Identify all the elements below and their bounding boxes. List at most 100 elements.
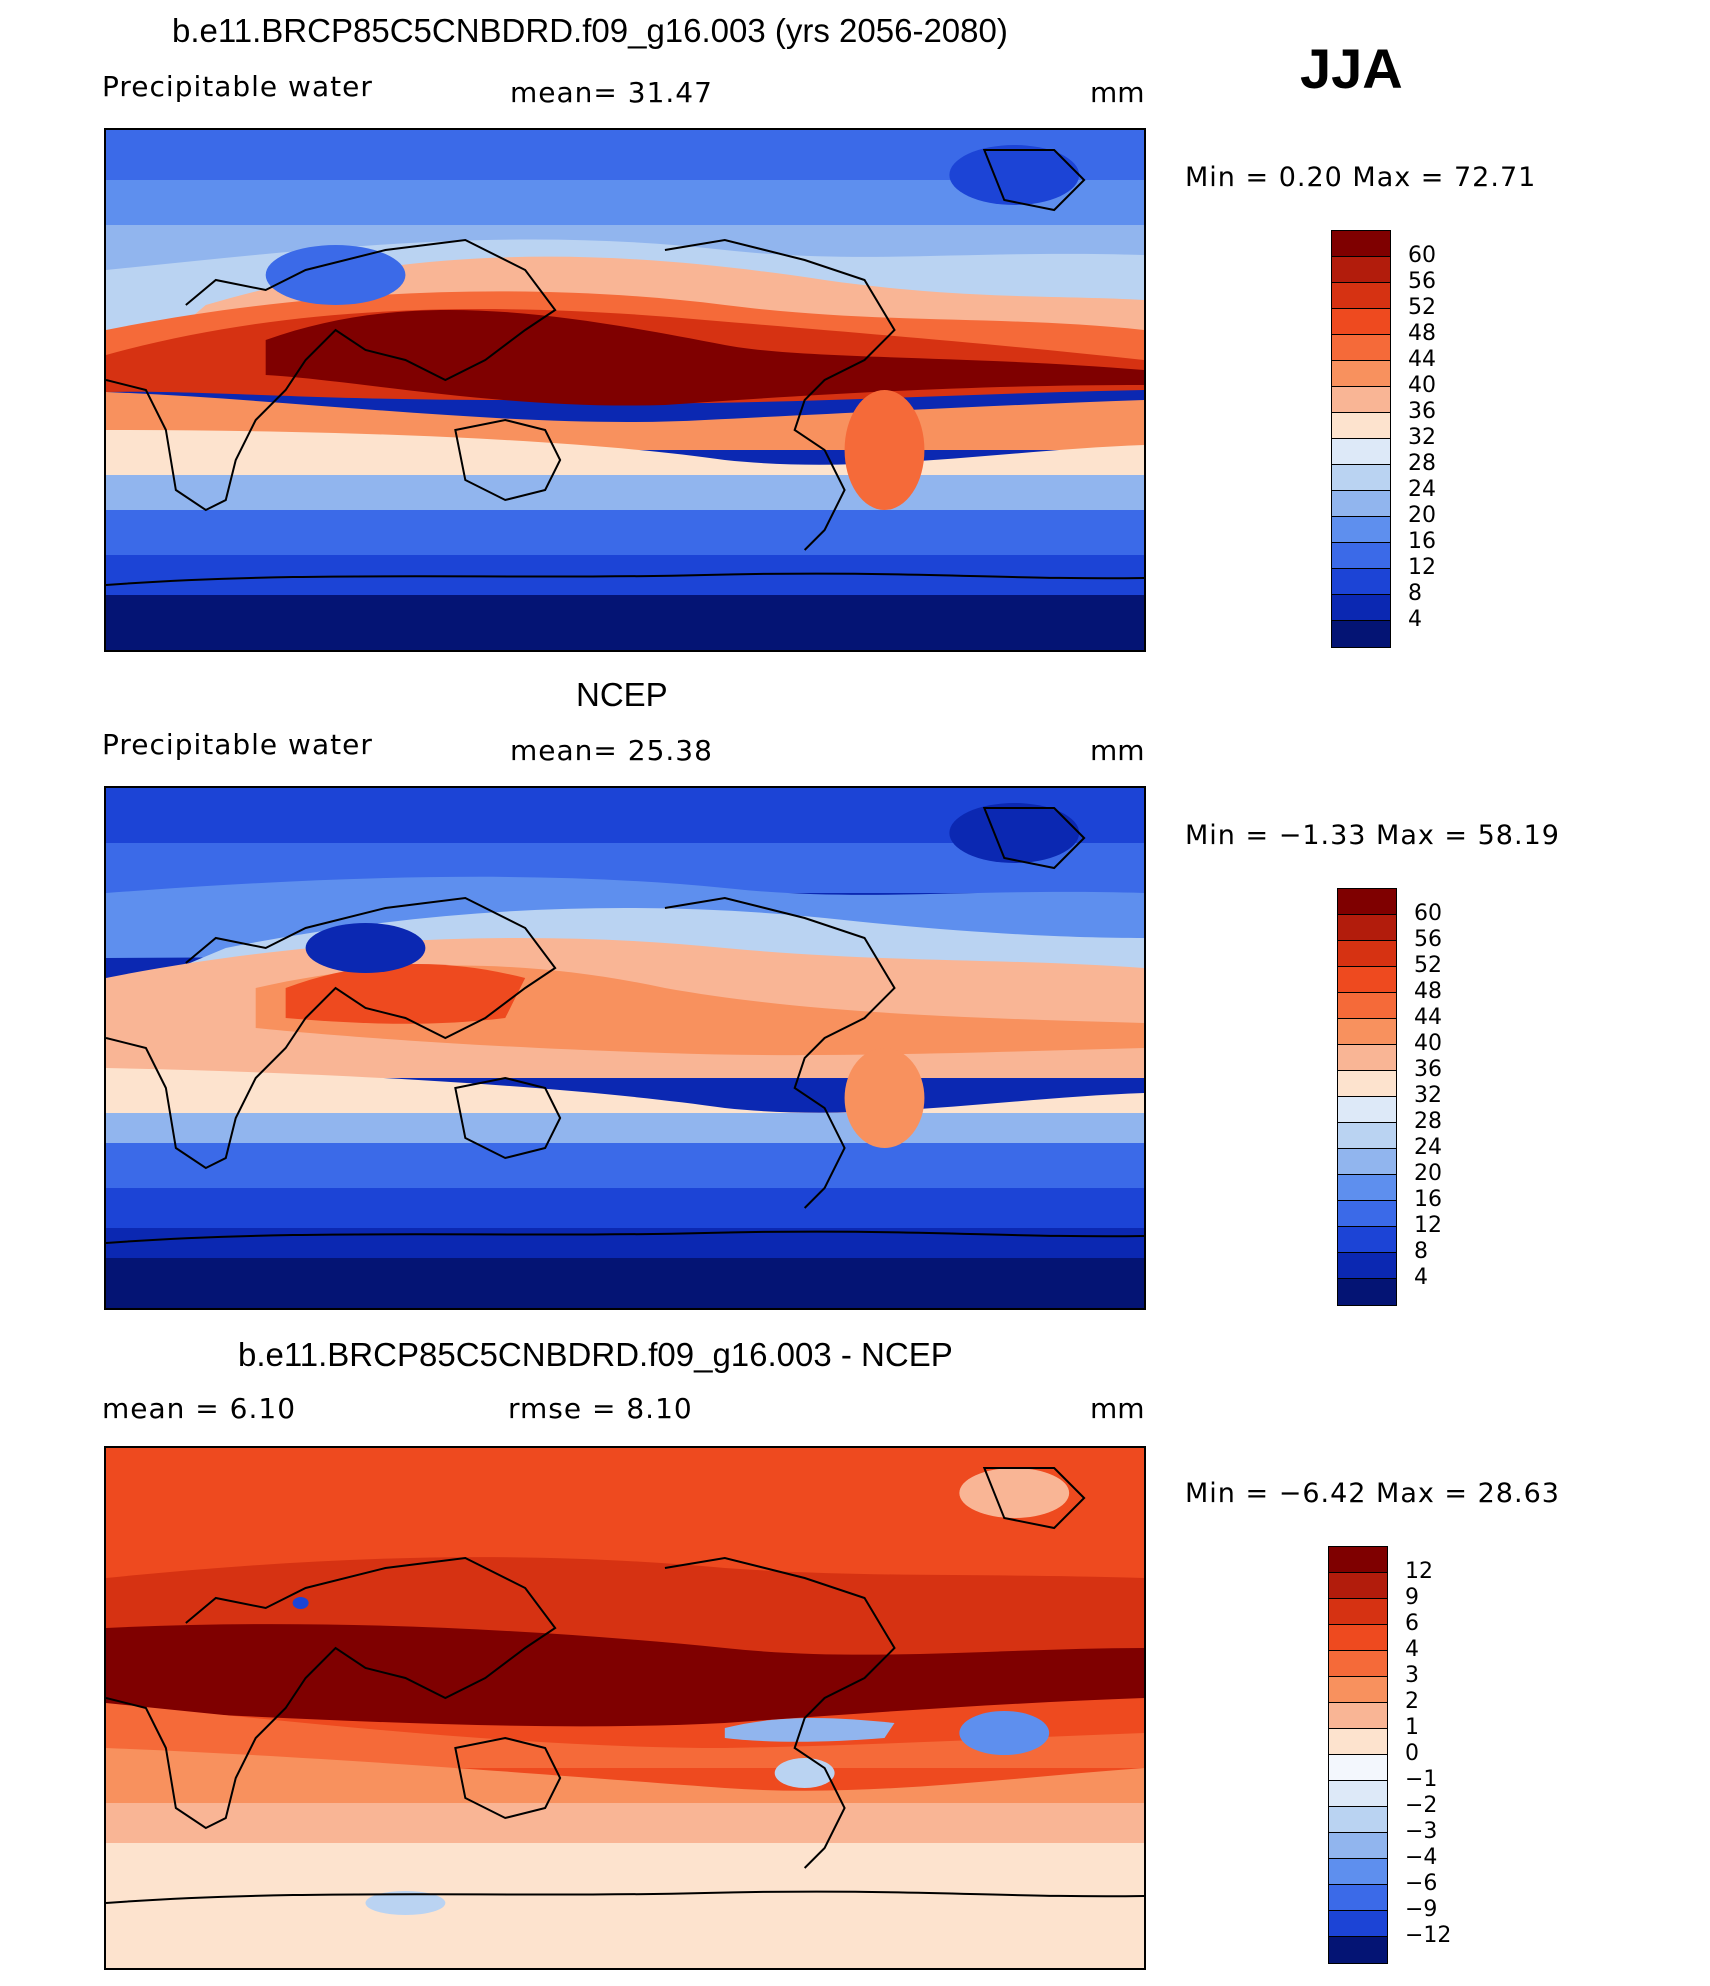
colorbar-tick: 48 <box>1414 979 1442 1004</box>
colorbar-tick: 60 <box>1414 901 1442 926</box>
colorbar-tick: 12 <box>1414 1213 1442 1238</box>
panel-3-mean-label: mean = 6.10 <box>102 1392 297 1425</box>
colorbar-box <box>1338 993 1396 1019</box>
colorbar-box <box>1332 465 1390 491</box>
colorbar-box <box>1338 1227 1396 1253</box>
colorbar-box <box>1338 1071 1396 1097</box>
colorbar-box <box>1329 1833 1387 1859</box>
colorbar-box <box>1332 257 1390 283</box>
colorbar-tick: 32 <box>1414 1083 1442 1108</box>
colorbar-tick: 24 <box>1414 1135 1442 1160</box>
colorbar-box <box>1332 309 1390 335</box>
colorbar-tick: 4 <box>1414 1265 1428 1290</box>
colorbar-tick: 60 <box>1408 243 1436 268</box>
colorbar-tick: 40 <box>1408 373 1436 398</box>
colorbar-box <box>1338 1201 1396 1227</box>
panel-2-colorbar <box>1337 888 1397 1306</box>
colorbar-box <box>1332 361 1390 387</box>
panel-1-map <box>104 128 1146 652</box>
colorbar-box <box>1329 1755 1387 1781</box>
colorbar-box <box>1338 1019 1396 1045</box>
colorbar-box <box>1338 1097 1396 1123</box>
colorbar-box <box>1338 967 1396 993</box>
colorbar-tick: 24 <box>1408 477 1436 502</box>
colorbar-box <box>1332 335 1390 361</box>
panel-1-colorbar <box>1331 230 1391 648</box>
colorbar-tick: 36 <box>1408 399 1436 424</box>
colorbar-box <box>1332 413 1390 439</box>
colorbar-tick: 36 <box>1414 1057 1442 1082</box>
panel-3-title: b.e11.BRCP85C5CNBDRD.f09_g16.003 - NCEP <box>238 1336 953 1373</box>
colorbar-tick: 1 <box>1405 1715 1419 1740</box>
colorbar-box <box>1329 1651 1387 1677</box>
colorbar-box <box>1332 231 1390 257</box>
colorbar-box <box>1329 1859 1387 1885</box>
panel-1-mean-label: mean= 31.47 <box>510 76 713 109</box>
panel-2-minmax: Min = −1.33 Max = 58.19 <box>1185 820 1560 851</box>
colorbar-box <box>1332 543 1390 569</box>
panel-3-rmse-label: rmse = 8.10 <box>508 1392 693 1425</box>
colorbar-box <box>1332 517 1390 543</box>
colorbar-tick: 16 <box>1408 529 1436 554</box>
panel-1-minmax: Min = 0.20 Max = 72.71 <box>1185 162 1537 193</box>
panel-2-mean-label: mean= 25.38 <box>510 734 713 767</box>
panel-3-units: mm <box>1090 1392 1145 1425</box>
colorbar-box <box>1329 1599 1387 1625</box>
colorbar-tick: 2 <box>1405 1689 1419 1714</box>
panel-3-map <box>104 1446 1146 1970</box>
colorbar-box <box>1332 491 1390 517</box>
colorbar-tick: 28 <box>1414 1109 1442 1134</box>
colorbar-box <box>1332 621 1390 647</box>
colorbar-tick: 44 <box>1414 1005 1442 1030</box>
panel-1-title: b.e11.BRCP85C5CNBDRD.f09_g16.003 (yrs 20… <box>172 12 1008 49</box>
colorbar-tick: 8 <box>1414 1239 1428 1264</box>
panel-1-variable-label: Precipitable water <box>102 70 373 103</box>
colorbar-tick: 12 <box>1408 555 1436 580</box>
colorbar-tick: 8 <box>1408 581 1422 606</box>
colorbar-tick: −4 <box>1405 1845 1438 1870</box>
colorbar-box <box>1329 1729 1387 1755</box>
colorbar-box <box>1329 1573 1387 1599</box>
colorbar-box <box>1329 1885 1387 1911</box>
colorbar-tick: 56 <box>1408 269 1436 294</box>
panel-2-title: NCEP <box>576 676 668 713</box>
colorbar-box <box>1329 1547 1387 1573</box>
colorbar-box <box>1338 1045 1396 1071</box>
colorbar-tick: −3 <box>1405 1819 1438 1844</box>
colorbar-box <box>1338 1149 1396 1175</box>
colorbar-tick: 4 <box>1408 607 1422 632</box>
colorbar-tick: 20 <box>1408 503 1436 528</box>
colorbar-box <box>1338 941 1396 967</box>
colorbar-tick: 16 <box>1414 1187 1442 1212</box>
colorbar-box <box>1338 1253 1396 1279</box>
colorbar-box <box>1329 1703 1387 1729</box>
colorbar-tick: −12 <box>1405 1923 1452 1948</box>
colorbar-box <box>1338 915 1396 941</box>
panel-1-units: mm <box>1090 76 1145 109</box>
colorbar-tick: 0 <box>1405 1741 1419 1766</box>
colorbar-box <box>1329 1677 1387 1703</box>
colorbar-tick: 28 <box>1408 451 1436 476</box>
colorbar-box <box>1338 1123 1396 1149</box>
colorbar-box <box>1329 1937 1387 1963</box>
colorbar-box <box>1338 1175 1396 1201</box>
colorbar-tick: 40 <box>1414 1031 1442 1056</box>
colorbar-box <box>1332 569 1390 595</box>
colorbar-tick: 20 <box>1414 1161 1442 1186</box>
colorbar-box <box>1332 283 1390 309</box>
colorbar-box <box>1329 1911 1387 1937</box>
colorbar-tick: 56 <box>1414 927 1442 952</box>
colorbar-tick: −9 <box>1405 1897 1438 1922</box>
colorbar-tick: 6 <box>1405 1611 1419 1636</box>
colorbar-box <box>1332 439 1390 465</box>
season-label: JJA <box>1300 37 1403 100</box>
colorbar-tick: 12 <box>1405 1559 1433 1584</box>
colorbar-tick: 9 <box>1405 1585 1419 1610</box>
colorbar-tick: 4 <box>1405 1637 1419 1662</box>
panel-2-variable-label: Precipitable water <box>102 728 373 761</box>
panel-2-map <box>104 786 1146 1310</box>
colorbar-tick: 44 <box>1408 347 1436 372</box>
panel-3-colorbar <box>1328 1546 1388 1964</box>
colorbar-tick: 32 <box>1408 425 1436 450</box>
colorbar-box <box>1332 595 1390 621</box>
